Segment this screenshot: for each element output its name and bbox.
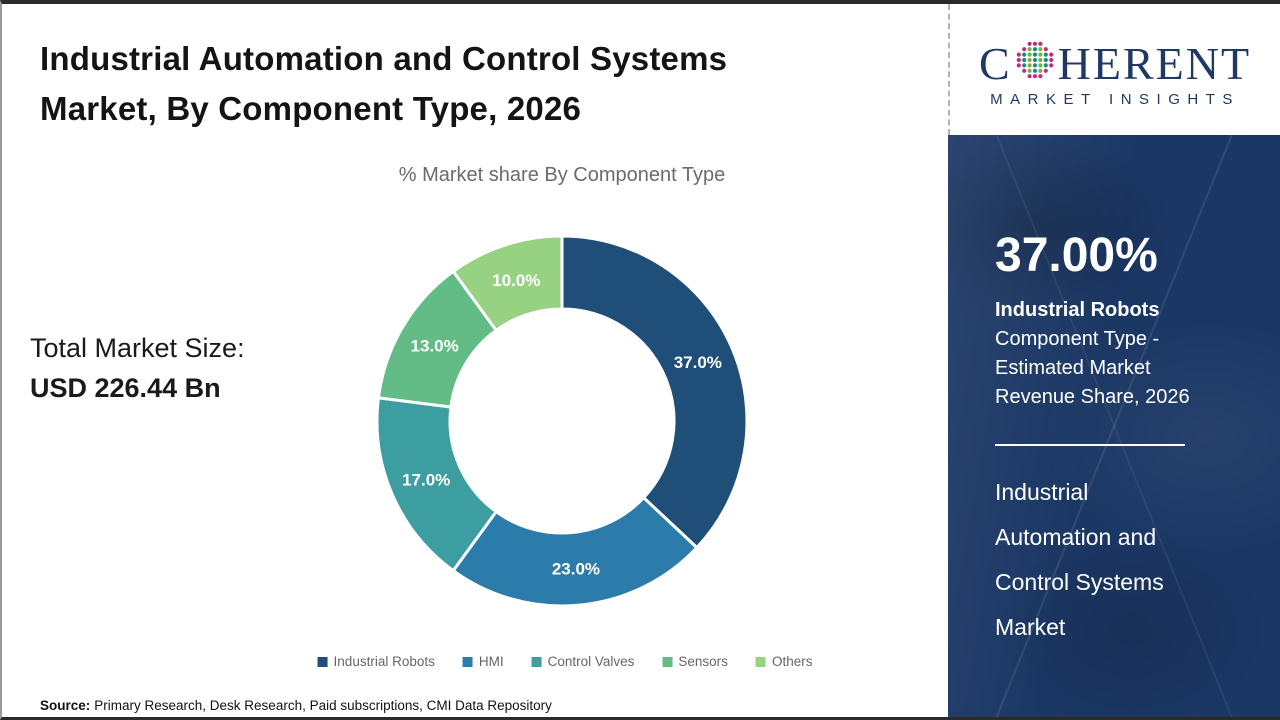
source-note: Source: Primary Research, Desk Research, … [40,698,552,713]
divider [995,444,1185,446]
legend-label: Sensors [678,654,728,669]
sidebar: C HERENT MARKET INSIGHTS 37.00% Industri… [948,4,1280,717]
slice-label-2: 17.0% [402,471,450,490]
total-market-value: USD 226.44 Bn [30,373,221,403]
page-title: Industrial Automation and Control System… [40,34,727,134]
total-market-size: Total Market Size: USD 226.44 Bn [30,328,245,408]
donut-slice-hmi [451,496,699,608]
legend-label: HMI [478,654,504,669]
stat-value: 37.00% [995,229,1158,282]
stat-title: Industrial Robots [995,299,1160,321]
legend-item-others: Others [755,654,813,669]
legend-item-control-valves: Control Valves [531,654,635,669]
brand-wordmark: C HERENT [979,39,1251,89]
slice-label-4: 10.0% [492,271,540,290]
globe-dots-icon [1016,41,1053,79]
donut-chart: 37.0% 23.0% 17.0% 13.0% 10.0% [375,234,749,608]
brand-tagline: MARKET INSIGHTS [990,91,1240,108]
legend-marker-icon [662,656,673,667]
brand-letter-c: C [978,38,1012,89]
legend-marker-icon [317,656,328,667]
legend-marker-icon [531,656,542,667]
sidebar-panel: 37.00% Industrial Robots Component Type … [948,135,1280,717]
legend-item-industrial-robots: Industrial Robots [317,654,435,669]
donut-slice-industrial-robots [560,234,749,550]
chart-legend: Industrial Robots HMI Control Valves Sensor… [317,654,813,669]
legend-item-sensors: Sensors [662,654,728,669]
legend-item-hmi: HMI [462,654,504,669]
source-label: Source: [40,698,91,713]
brand-letters-herent: HERENT [1057,38,1252,89]
legend-label: Others [771,654,813,669]
page-title-line2: Market, By Component Type, 2026 [40,90,582,127]
slice-label-1: 23.0% [552,559,600,578]
legend-label: Industrial Robots [333,654,435,669]
market-name: Industrial Automation and Control System… [995,479,1164,640]
chart-subtitle: % Market share By Component Type [398,164,726,186]
source-text: Primary Research, Desk Research, Paid su… [94,698,552,713]
donut-slice-others [451,234,564,332]
brand-logo: C HERENT MARKET INSIGHTS [948,4,1280,135]
legend-marker-icon [755,656,766,667]
stat-description: Component Type - Estimated Market Revenu… [995,328,1190,408]
legend-label: Control Valves [547,654,635,669]
slice-label-0: 37.0% [674,353,722,372]
total-market-label: Total Market Size: [30,333,245,363]
slice-label-3: 13.0% [411,337,459,356]
legend-marker-icon [462,656,473,667]
page-title-line1: Industrial Automation and Control System… [40,40,728,77]
